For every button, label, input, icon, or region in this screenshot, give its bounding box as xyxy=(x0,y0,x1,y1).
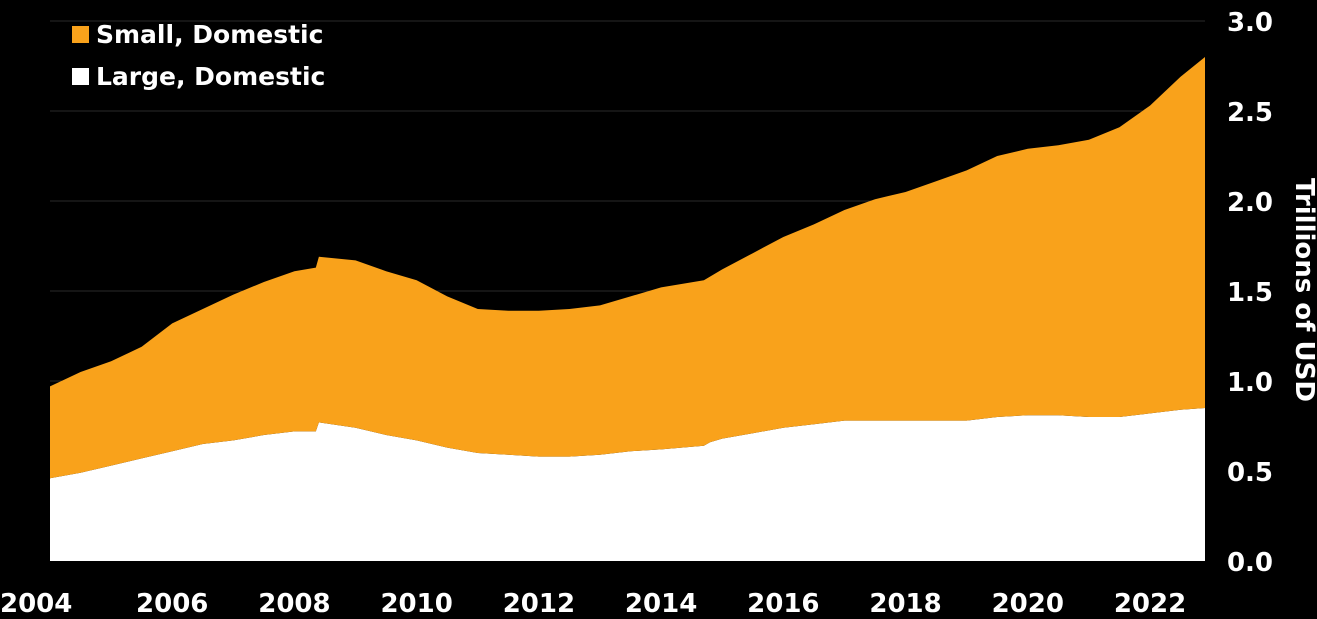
y-axis-title: Trillions of USD xyxy=(1289,178,1317,402)
legend: Small, Domestic Large, Domestic xyxy=(72,20,325,91)
x-tick-label: 2010 xyxy=(380,589,452,619)
x-tick-label: 2022 xyxy=(1114,589,1186,619)
x-tick-label: 2018 xyxy=(869,589,941,619)
plot-area xyxy=(50,57,1205,561)
y-axis-ticks: 0.0 0.5 1.0 1.5 2.0 2.5 3.0 xyxy=(1227,8,1273,578)
x-tick-label: 2014 xyxy=(625,589,697,619)
y-tick-label: 2.0 xyxy=(1227,188,1273,218)
legend-label-large-domestic: Large, Domestic xyxy=(96,62,325,91)
area-large-domestic xyxy=(50,408,1205,561)
legend-swatch-large-domestic xyxy=(72,68,89,85)
y-tick-label: 2.5 xyxy=(1227,98,1273,128)
x-tick-label: 2004 xyxy=(0,589,72,619)
y-tick-label: 0.0 xyxy=(1227,548,1273,578)
x-tick-label: 2006 xyxy=(136,589,208,619)
y-tick-label: 1.5 xyxy=(1227,278,1273,308)
x-tick-label: 2012 xyxy=(503,589,575,619)
y-tick-label: 1.0 xyxy=(1227,368,1273,398)
legend-label-small-domestic: Small, Domestic xyxy=(96,20,323,49)
x-tick-label: 2008 xyxy=(258,589,330,619)
y-tick-label: 3.0 xyxy=(1227,8,1273,38)
y-tick-label: 0.5 xyxy=(1227,458,1273,488)
legend-swatch-small-domestic xyxy=(72,26,89,43)
x-tick-label: 2016 xyxy=(747,589,819,619)
x-tick-label: 2020 xyxy=(992,589,1064,619)
x-axis-ticks: 2004 2006 2008 2010 2012 2014 2016 2018 2020 2022 xyxy=(0,589,1186,619)
area-small-domestic xyxy=(50,57,1205,479)
